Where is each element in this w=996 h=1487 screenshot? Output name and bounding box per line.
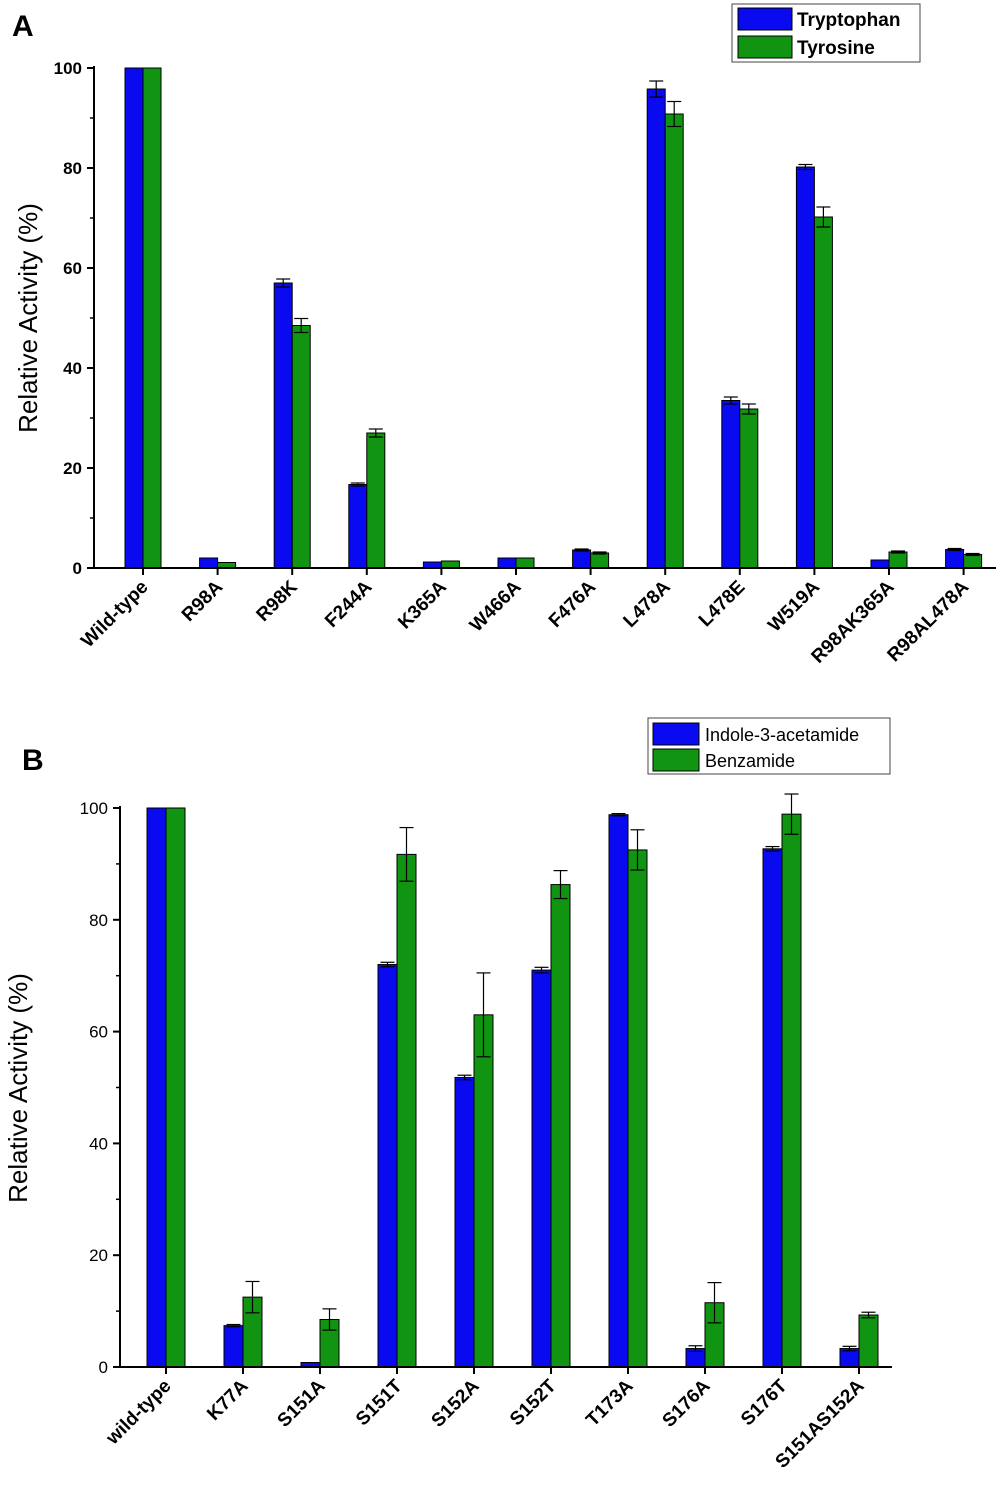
bar-tryptophan-r98al478a [945, 549, 965, 569]
panel-a-legend-swatch-tryptophan [737, 7, 793, 31]
y-tick-label: 0 [73, 559, 82, 578]
panel-b-y-ticks: 0 20 40 60 80 100 [80, 799, 120, 1377]
x-category-label: L478E [695, 577, 749, 631]
x-category-label: Wild-type [77, 577, 152, 652]
x-category-label: L478A [620, 576, 675, 631]
panel-b-chart: B Relative Activity (%) 0 20 40 60 80 100 wil… [3, 717, 892, 1473]
bar-tyrosine-l478a [664, 113, 684, 569]
panel-b-legend-swatch-benzamide [652, 748, 700, 772]
panel-a-chart: A Relative Activity (%) 0 20 40 60 80 100 Wil… [12, 3, 996, 668]
y-tick-label: 40 [89, 1134, 108, 1153]
panel-a-x-ticks: Wild-type R98A R98K F244A K365A W466A F476A L47… [77, 568, 973, 668]
panel-b-x-ticks: wild-type K77A S151A S151T S152A S152T T173A S1… [102, 1367, 869, 1473]
panel-a-legend-label-tyrosine: Tyrosine [797, 38, 875, 59]
x-category-label: T173A [582, 1375, 637, 1430]
panel-a-y-ticks: 0 20 40 60 80 100 [54, 59, 94, 578]
bar-tryptophan-f244a [348, 484, 368, 569]
bar-tryptophan-w466a [497, 557, 517, 569]
panel-b-letter: B [22, 744, 44, 777]
x-category-label: F244A [321, 576, 376, 631]
panel-a-legend-label-tryptophan: Tryptophan [797, 10, 900, 31]
x-category-label: R98AL478A [884, 576, 974, 666]
panel-a-bars [124, 67, 983, 569]
x-category-label: S176A [659, 1375, 715, 1431]
x-category-label: W519A [764, 576, 824, 636]
y-tick-label: 80 [63, 159, 82, 178]
bar-tyrosine-r98ak365a [888, 551, 908, 569]
bar-tyrosine-wild-type [142, 67, 162, 569]
y-tick-label: 20 [63, 459, 82, 478]
x-category-label: S152T [506, 1375, 561, 1430]
bar-tryptophan-w519a [795, 166, 815, 569]
bar-tyrosine-r98al478a [963, 554, 983, 569]
bar-tryptophan-f476a [572, 549, 592, 569]
panel-b-legend: Indole-3-acetamide Benzamide [647, 717, 891, 775]
bar-benzamide-wild-type [165, 807, 186, 1368]
bar-tryptophan-wild-type [124, 67, 144, 569]
bar-tyrosine-w466a [515, 557, 535, 569]
bar-indole-3-acetamide-s152a [454, 1076, 475, 1368]
x-category-label: S176T [737, 1375, 792, 1430]
panel-b-bars [146, 807, 879, 1368]
bar-tyrosine-f476a [590, 552, 610, 569]
bar-benzamide-s152t [550, 884, 571, 1368]
bar-indole-3-acetamide-t173a [608, 814, 629, 1368]
y-tick-label: 80 [89, 911, 108, 930]
x-category-label: K77A [203, 1375, 252, 1424]
y-tick-label: 40 [63, 359, 82, 378]
y-tick-label: 60 [89, 1023, 108, 1042]
bar-tryptophan-l478a [646, 88, 666, 569]
y-tick-label: 60 [63, 259, 82, 278]
y-tick-label: 20 [89, 1246, 108, 1265]
panel-a-legend: Tryptophan Tyrosine [731, 3, 921, 63]
x-category-label: R98K [253, 576, 302, 625]
bar-benzamide-s151t [396, 853, 417, 1368]
y-tick-label: 0 [99, 1358, 108, 1377]
y-tick-label: 100 [80, 799, 108, 818]
bar-indole-3-acetamide-wild-type [146, 807, 167, 1368]
panel-a-letter: A [12, 10, 34, 43]
panel-b-error-bars [226, 793, 876, 1352]
y-tick-label: 100 [54, 59, 82, 78]
bar-tryptophan-r98ak365a [870, 559, 890, 569]
bar-tyrosine-k365a [440, 560, 460, 569]
x-category-label: S152A [428, 1375, 484, 1431]
bar-tryptophan-l478e [721, 400, 741, 569]
panel-a-error-bars [276, 80, 980, 557]
panel-b-y-axis-title: Relative Activity (%) [3, 973, 33, 1203]
panel-b-legend-label-benzamide: Benzamide [705, 751, 795, 771]
bar-indole-3-acetamide-s176t [762, 848, 783, 1368]
bar-benzamide-s176t [781, 813, 802, 1368]
bar-indole-3-acetamide-k77a [223, 1325, 244, 1368]
bar-tyrosine-r98k [291, 325, 311, 569]
bar-tryptophan-r98a [199, 557, 219, 569]
bar-tyrosine-l478e [739, 408, 759, 569]
bar-tyrosine-w519a [813, 216, 833, 569]
bar-indole-3-acetamide-s152t [531, 969, 552, 1368]
panel-b-legend-swatch-indole [652, 722, 700, 746]
panel-a-legend-swatch-tyrosine [737, 35, 793, 59]
bar-tyrosine-f244a [366, 432, 386, 569]
panel-b-legend-label-indole: Indole-3-acetamide [705, 725, 859, 745]
x-category-label: S151A [274, 1375, 330, 1431]
x-category-label: W466A [466, 576, 526, 636]
bar-benzamide-t173a [627, 849, 648, 1368]
x-category-label: K365A [394, 576, 451, 633]
x-category-label: F476A [545, 576, 600, 631]
x-category-label: S151T [352, 1375, 407, 1430]
x-category-label: R98A [178, 576, 227, 625]
x-category-label: wild-type [102, 1376, 176, 1450]
bar-indole-3-acetamide-s151t [377, 964, 398, 1368]
panel-a-y-axis-title: Relative Activity (%) [13, 203, 43, 433]
bar-benzamide-s151as152a [858, 1314, 879, 1368]
bar-benzamide-s152a [473, 1014, 494, 1368]
bar-tryptophan-r98k [273, 282, 293, 569]
